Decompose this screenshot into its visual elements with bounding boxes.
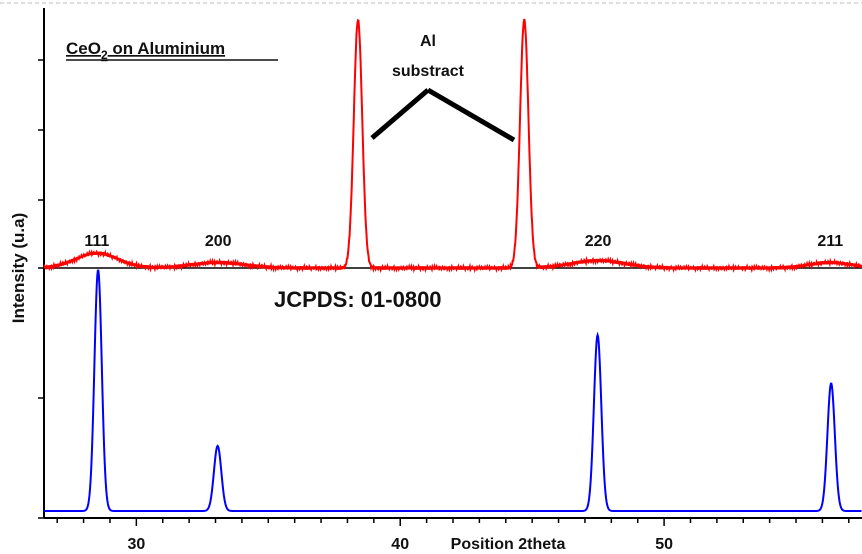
peak-label: 211 — [817, 233, 843, 250]
annotation-arrow-left — [370, 88, 430, 140]
top-title-main: CeO — [66, 39, 101, 58]
top-title-subscript: 2 — [101, 48, 108, 62]
x-axis-label: Position 2theta — [451, 536, 566, 553]
top-title-rest: on Aluminium — [108, 39, 225, 58]
series-line-bottom — [44, 269, 862, 512]
y-axis-label: Intensity (u.a) — [9, 213, 28, 324]
top-panel-title: CeO2 on Aluminium — [66, 39, 225, 62]
peak-label: 200 — [205, 233, 232, 250]
peak-labels: 111 200 220 211 — [84, 233, 843, 250]
annotation-arrow-right — [426, 87, 516, 143]
x-tick-label: 40 — [391, 536, 409, 553]
peak-label: 111 — [84, 233, 109, 250]
annotation-line2: substract — [392, 63, 465, 80]
series-line-top — [43, 18, 862, 274]
x-axis-ticks: 30 40 50 — [56, 518, 850, 553]
x-tick-label: 50 — [655, 536, 673, 553]
bottom-panel-title: JCPDS: 01-0800 — [274, 287, 442, 312]
peak-label: 220 — [585, 233, 612, 250]
y-axis-ticks — [38, 59, 44, 519]
x-tick-label: 30 — [128, 536, 146, 553]
annotation-line1: Al — [420, 33, 436, 50]
